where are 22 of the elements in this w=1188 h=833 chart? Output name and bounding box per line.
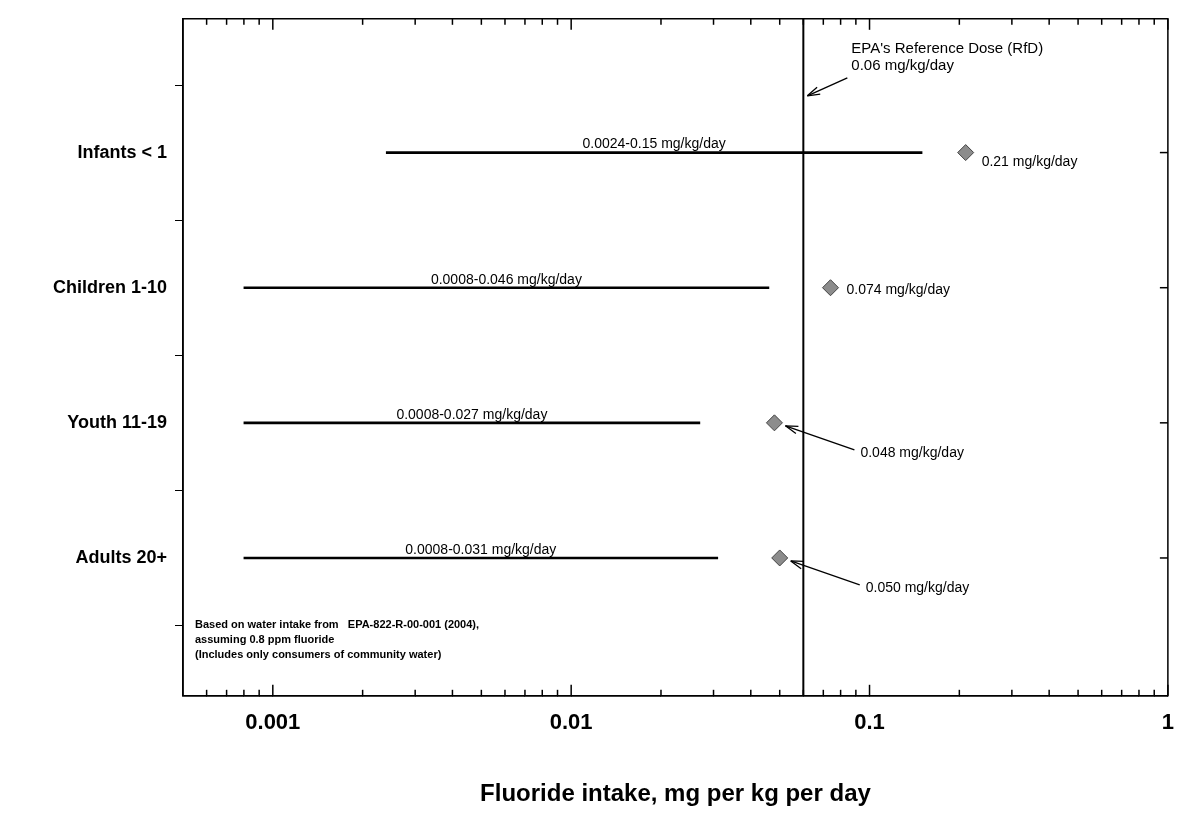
data-label: 0.0008-0.027 mg/kg/day [396,405,548,422]
x-tick-label: 0.001 [245,709,301,735]
y-tick-label: Youth 11-19 [67,411,167,432]
annotation: assuming 0.8 ppm fluoride [195,632,335,645]
x-axis-title: Fluoride intake, mg per kg per day [480,779,872,807]
x-tick-label: 0.01 [549,709,593,735]
annotation: (Includes only consumers of community water) [195,647,442,660]
data-label: 0.0008-0.031 mg/kg/day [405,540,557,557]
bar [243,286,770,290]
y-tick-label: Children 1-10 [52,276,167,297]
data-label: 0.0008-0.046 mg/kg/day [430,270,582,287]
x-tick-label: 1 [1161,709,1175,735]
annotation: Based on water intake from EPA-822-R-00-001 (2004), [195,617,480,630]
y-tick-label: Adults 20+ [75,546,167,567]
data-label: 0.21 mg/kg/day [981,153,1078,170]
data-label: 0.074 mg/kg/day [846,280,951,297]
y-tick-label: Infants < 1 [77,141,167,162]
data-label: 0.048 mg/kg/day [860,443,964,460]
data-label: 0.0024-0.15 mg/kg/day [582,135,726,152]
data-label: 0.050 mg/kg/day [865,578,970,595]
ref-line-label: EPA's Reference Dose (RfD) 0.06 mg/kg/day [851,38,1044,73]
x-tick-label: 0.1 [854,709,885,735]
